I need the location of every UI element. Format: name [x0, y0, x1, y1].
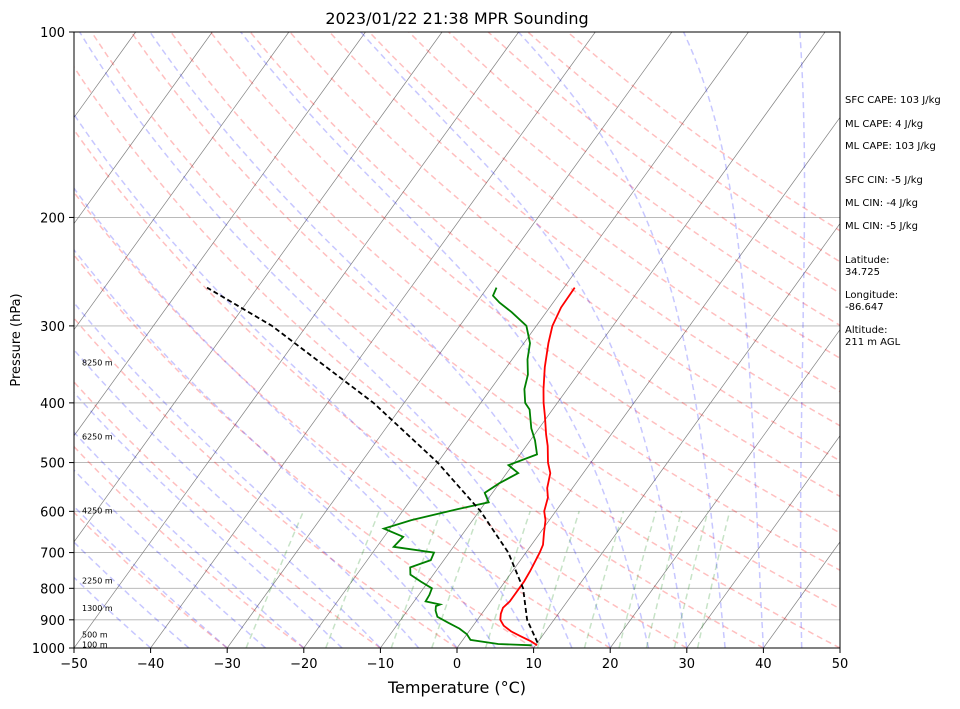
dry-adiabat-line	[0, 32, 610, 648]
y-tick-label: 1000	[32, 642, 65, 657]
height-label: 2250 m	[82, 577, 113, 586]
x-tick-label: 10	[525, 657, 542, 672]
plot-frame	[74, 32, 840, 648]
y-axis-ticks: 100 200 300 400 500 600 700 800 900 1000	[32, 26, 74, 657]
x-tick-label: −30	[213, 657, 240, 672]
y-tick-label: 800	[40, 582, 65, 597]
moist-adiabat-line	[800, 32, 805, 648]
y-tick-label: 100	[40, 26, 65, 41]
x-axis-label: Temperature (°C)	[387, 678, 526, 697]
sfc-cape-text: SFC CAPE: 103 J/kg	[845, 95, 941, 107]
height-label: 6250 m	[82, 432, 113, 441]
moist-adiabat-line	[24, 32, 534, 648]
x-axis-ticks: −50 −40 −30 −20 −10 0 10 20 30 40 50	[60, 648, 848, 672]
height-label: 1300 m	[82, 604, 113, 613]
isotherm-line	[457, 32, 902, 648]
x-tick-label: 0	[453, 657, 461, 672]
latitude-text: Latitude: 34.725	[845, 255, 890, 279]
moist-adiabat-line	[241, 32, 649, 648]
y-tick-label: 200	[40, 211, 65, 226]
ml-cin-text-2: ML CIN: -5 J/kg	[845, 221, 918, 233]
moist-adiabat-line	[684, 32, 764, 648]
y-tick-label: 300	[40, 320, 65, 335]
sfc-cin-text: SFC CIN: -5 J/kg	[845, 175, 923, 187]
y-axis-label: Pressure (hPa)	[9, 293, 24, 386]
y-tick-label: 400	[40, 397, 65, 412]
mixing-ratio-line	[246, 511, 303, 648]
height-label: 4250 m	[82, 506, 113, 515]
moist-adiabat-line	[150, 32, 610, 648]
x-tick-label: −40	[137, 657, 164, 672]
y-tick-label: 700	[40, 547, 65, 562]
moist-adiabat-line	[0, 32, 457, 648]
mixing-ratio-line	[646, 511, 681, 648]
x-tick-label: 40	[755, 657, 772, 672]
dry-adiabat-line	[0, 32, 457, 648]
moist-adiabat-line	[0, 32, 189, 648]
isotherm-line	[74, 32, 519, 648]
ml-cape-text: ML CAPE: 4 J/kg	[845, 119, 923, 131]
longitude-text: Longitude: -86.647	[845, 290, 898, 314]
pressure-gridlines	[74, 32, 840, 648]
ml-cape-text-2: ML CAPE: 103 J/kg	[845, 141, 936, 153]
chart-title: 2023/01/22 21:38 MPR Sounding	[325, 9, 588, 28]
mixing-ratio-line	[391, 511, 441, 648]
height-label: 500 m	[82, 631, 108, 640]
x-tick-label: −50	[60, 657, 87, 672]
isotherm-line	[0, 32, 212, 648]
x-tick-label: −10	[367, 657, 394, 672]
y-tick-label: 600	[40, 505, 65, 520]
ml-cin-text: ML CIN: -4 J/kg	[845, 198, 918, 210]
dry-adiabat-lines	[0, 32, 960, 648]
dewpoint-profile-line	[384, 288, 537, 646]
isotherm-lines	[0, 32, 960, 648]
moist-adiabat-line	[80, 32, 572, 648]
y-tick-label: 500	[40, 457, 65, 472]
x-tick-label: 50	[832, 657, 849, 672]
altitude-text: Altitude: 211 m AGL	[845, 325, 900, 349]
x-tick-label: 30	[679, 657, 696, 672]
y-tick-label: 900	[40, 614, 65, 629]
x-tick-label: −20	[290, 657, 317, 672]
sounding-profiles	[207, 288, 575, 646]
height-label: 8250 m	[82, 358, 113, 367]
x-tick-label: 20	[602, 657, 619, 672]
